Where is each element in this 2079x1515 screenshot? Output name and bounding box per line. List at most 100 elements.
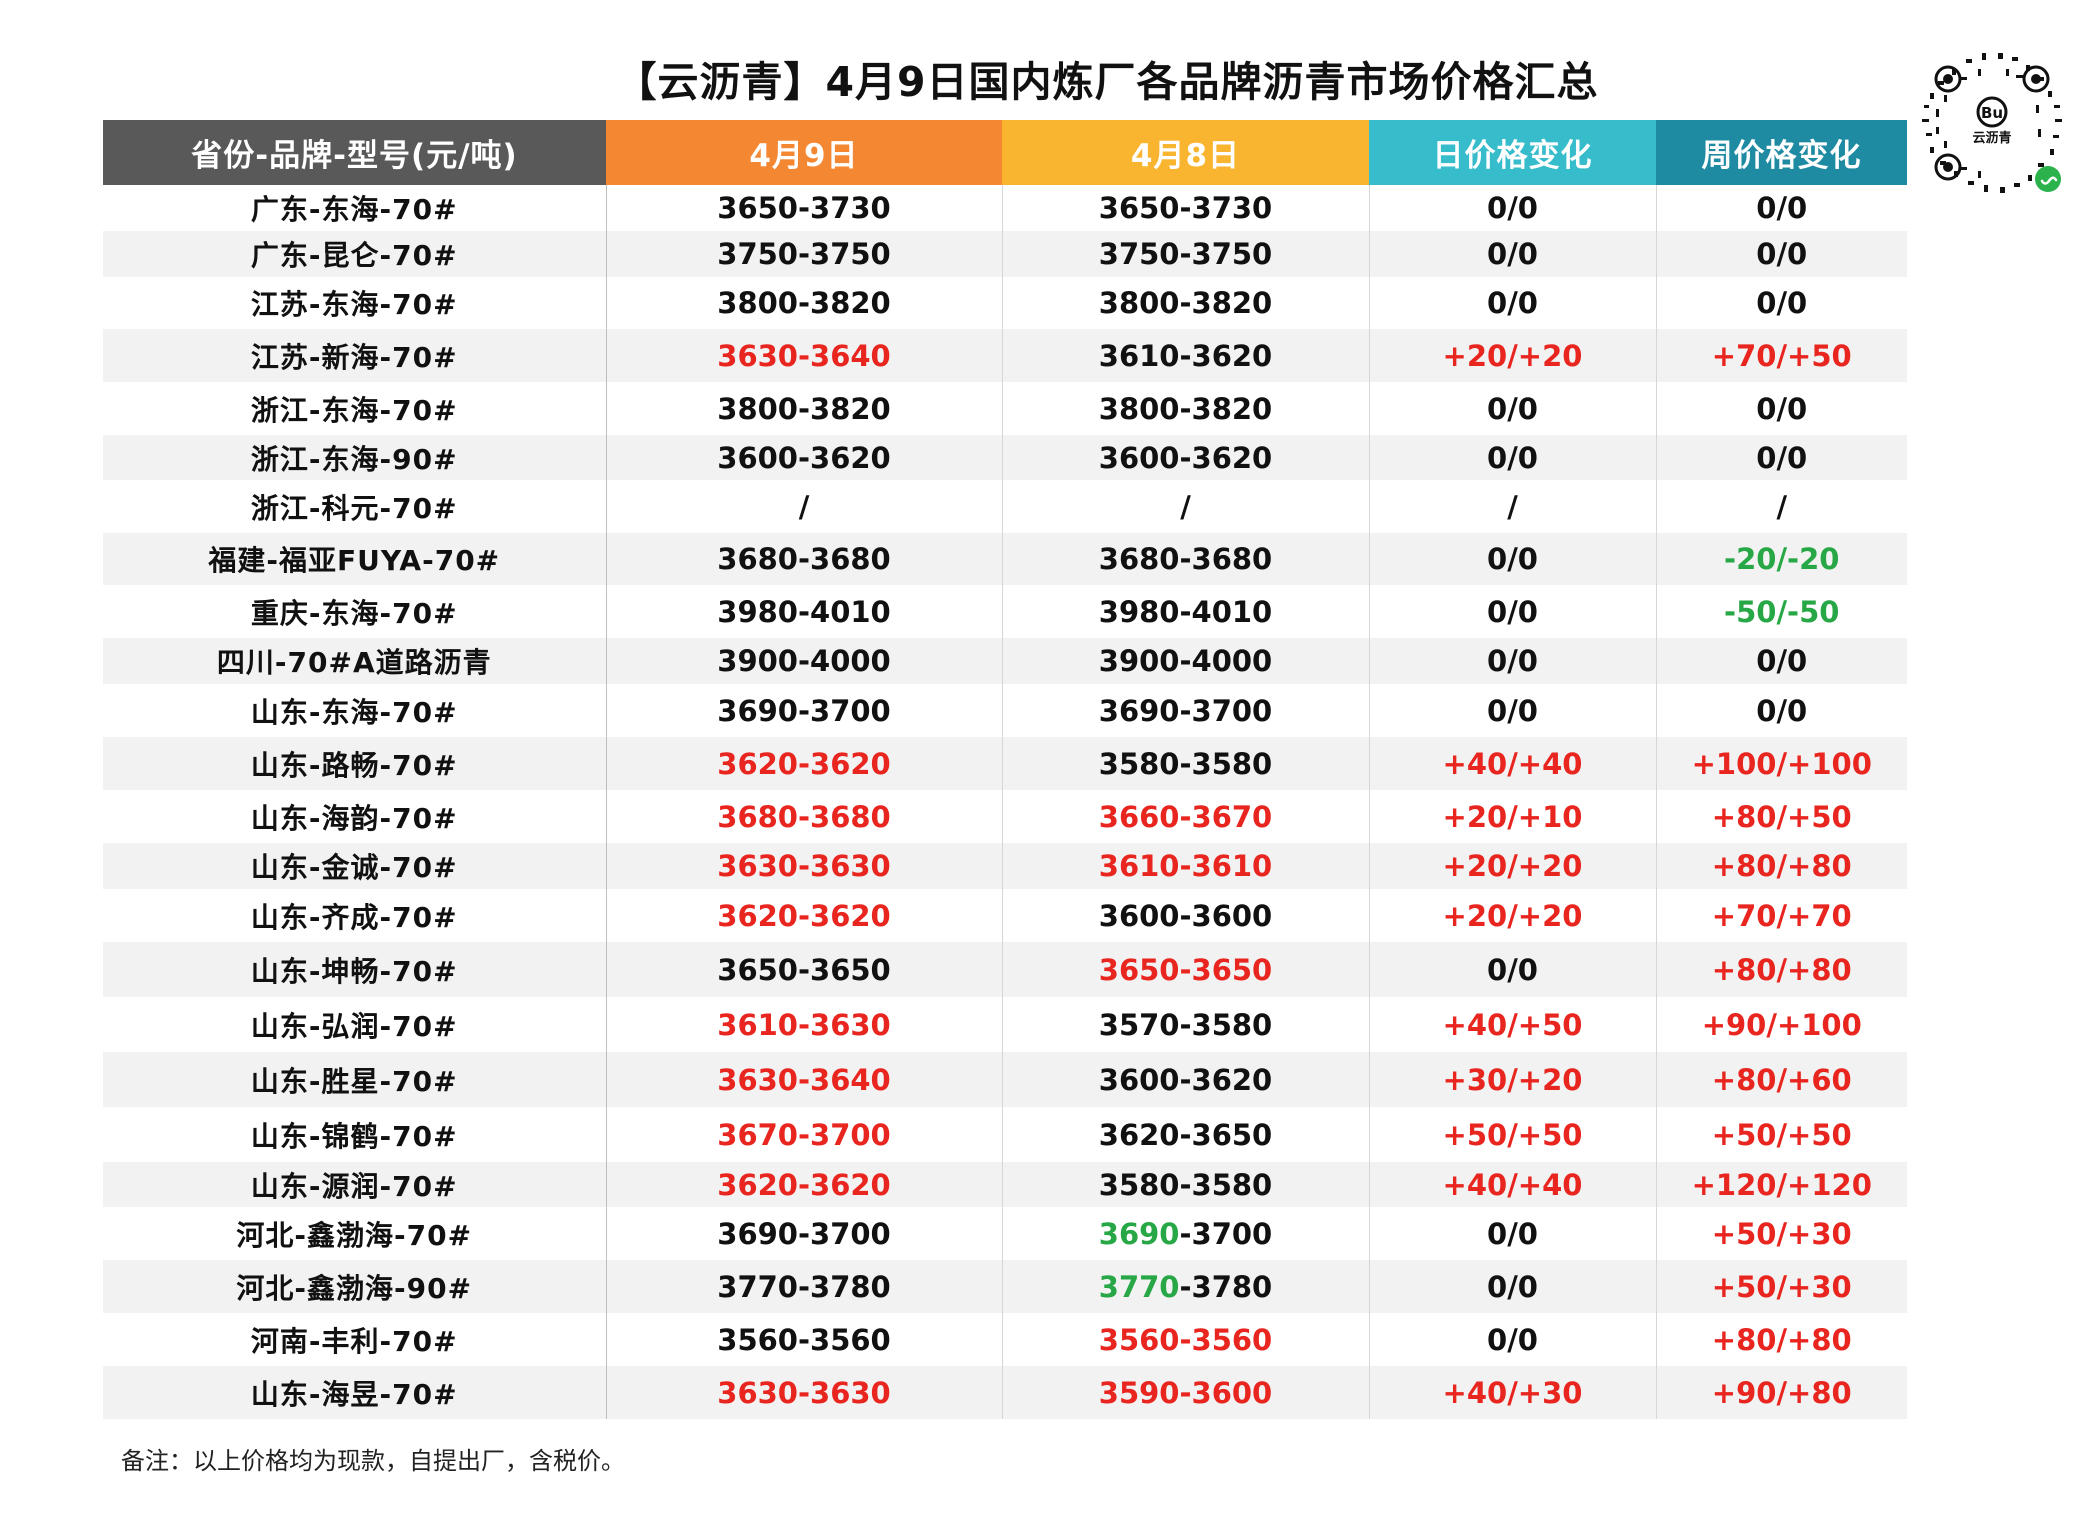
row-label: 山东-东海-70# [103,684,607,737]
table-row: 广东-昆仑-70# 3750-3750 3750-3750 0/0 0/0 [103,231,1907,277]
price-apr-8: 3560-3560 [1002,1313,1370,1366]
price-apr-9: 3980-4010 [606,585,1003,638]
price-apr-9: 3630-3640 [606,329,1003,382]
table-row: 山东-源润-70# 3620-3620 3580-3580 +40/+40 +120/+… [103,1162,1907,1207]
price-apr-9: 3610-3630 [606,997,1003,1052]
daily-change: / [1369,480,1657,533]
table-row: 山东-路畅-70# 3620-3620 3580-3580 +40/+40 +100/+… [103,737,1907,790]
price-apr-8: 3650-3650 [1002,942,1370,997]
svg-text:Bu: Bu [1981,104,2003,122]
weekly-change: 0/0 [1656,185,1907,231]
table-row: 重庆-东海-70# 3980-4010 3980-4010 0/0 -50/-50 [103,585,1907,638]
price-apr-8-low: 3770 [1098,1269,1180,1304]
row-label: 江苏-东海-70# [103,277,607,329]
row-label: 广东-昆仑-70# [103,231,607,277]
row-label: 广东-东海-70# [103,185,607,231]
weekly-change: +80/+50 [1656,790,1907,843]
qr-finder-top-left [1934,65,1962,93]
daily-change: 0/0 [1369,684,1657,737]
weekly-change: +70/+50 [1656,329,1907,382]
table-row: 江苏-东海-70# 3800-3820 3800-3820 0/0 0/0 [103,277,1907,329]
price-apr-9: 3650-3650 [606,942,1003,997]
price-apr-9: 3630-3640 [606,1052,1003,1107]
qr-pattern [1922,53,2062,193]
price-apr-9: 3600-3620 [606,435,1003,480]
price-apr-8-low: 3690 [1098,1216,1180,1251]
table-row: 河南-丰利-70# 3560-3560 3560-3560 0/0 +80/+80 [103,1313,1907,1366]
price-apr-8: 3800-3820 [1002,277,1370,329]
daily-change: 0/0 [1369,382,1657,435]
weekly-change: +100/+100 [1656,737,1907,790]
row-label: 山东-坤畅-70# [103,942,607,997]
mini-program-qr-code[interactable]: Bu 云沥青 [1914,45,2070,201]
weekly-change: -20/-20 [1656,533,1907,585]
row-label: 浙江-东海-70# [103,382,607,435]
price-apr-8: 3750-3750 [1002,231,1370,277]
weekly-change: 0/0 [1656,277,1907,329]
daily-change: +20/+20 [1369,889,1657,942]
price-apr-8: 3770-3780 [1002,1260,1370,1313]
table-row: 山东-海韵-70# 3680-3680 3660-3670 +20/+10 +80/+5… [103,790,1907,843]
price-apr-8: 3800-3820 [1002,382,1370,435]
daily-change: 0/0 [1369,1207,1657,1260]
table-row: 广东-东海-70# 3650-3730 3650-3730 0/0 0/0 [103,185,1907,231]
row-label: 山东-弘润-70# [103,997,607,1052]
price-apr-8: 3980-4010 [1002,585,1370,638]
price-apr-8: 3690-3700 [1002,684,1370,737]
row-label: 山东-齐成-70# [103,889,607,942]
price-apr-8: 3580-3580 [1002,737,1370,790]
price-apr-8: 3600-3620 [1002,1052,1370,1107]
price-apr-9: / [606,480,1003,533]
price-apr-9: 3770-3780 [606,1260,1003,1313]
weekly-change: +90/+100 [1656,997,1907,1052]
weekly-change: 0/0 [1656,231,1907,277]
row-label: 江苏-新海-70# [103,329,607,382]
footnote: 备注：以上价格均为现款，自提出厂，含税价。 [121,1447,625,1475]
weekly-change: +50/+30 [1656,1207,1907,1260]
price-apr-9: 3650-3730 [606,185,1003,231]
table-row: 四川-70#A道路沥青 3900-4000 3900-4000 0/0 0/0 [103,638,1907,684]
price-apr-8: 3690-3700 [1002,1207,1370,1260]
table-row: 山东-锦鹤-70# 3670-3700 3620-3650 +50/+50 +50/+5… [103,1107,1907,1162]
daily-change: +30/+20 [1369,1052,1657,1107]
row-label: 四川-70#A道路沥青 [103,638,607,684]
price-apr-8: 3650-3730 [1002,185,1370,231]
price-apr-9: 3630-3630 [606,843,1003,889]
table-row: 山东-胜星-70# 3630-3640 3600-3620 +30/+20 +80/+6… [103,1052,1907,1107]
price-apr-8: / [1002,480,1370,533]
row-label: 山东-海韵-70# [103,790,607,843]
weekly-change: / [1656,480,1907,533]
price-apr-9: 3620-3620 [606,889,1003,942]
price-apr-8: 3620-3650 [1002,1107,1370,1162]
daily-change: +40/+50 [1369,997,1657,1052]
price-apr-8: 3600-3620 [1002,435,1370,480]
price-apr-9: 3680-3680 [606,533,1003,585]
table-row: 江苏-新海-70# 3630-3640 3610-3620 +20/+20 +70/+5… [103,329,1907,382]
price-apr-8: 3610-3610 [1002,843,1370,889]
price-apr-8: 3900-4000 [1002,638,1370,684]
price-apr-9: 3690-3700 [606,1207,1003,1260]
daily-change: +50/+50 [1369,1107,1657,1162]
price-apr-9: 3630-3630 [606,1366,1003,1419]
row-label: 山东-源润-70# [103,1162,607,1207]
price-apr-8: 3600-3600 [1002,889,1370,942]
price-apr-9: 3620-3620 [606,737,1003,790]
daily-change: +20/+10 [1369,790,1657,843]
price-apr-8-high: -3700 [1179,1216,1273,1251]
price-apr-9: 3690-3700 [606,684,1003,737]
weekly-change: 0/0 [1656,684,1907,737]
row-label: 河南-丰利-70# [103,1313,607,1366]
row-label: 河北-鑫渤海-90# [103,1260,607,1313]
price-apr-9: 3800-3820 [606,277,1003,329]
weekly-change: 0/0 [1656,382,1907,435]
price-apr-9: 3680-3680 [606,790,1003,843]
row-label: 浙江-东海-90# [103,435,607,480]
qr-label: 云沥青 [1972,130,2011,146]
header-apr-9: 4月9日 [606,120,1002,185]
header-apr-8: 4月8日 [1002,120,1369,185]
daily-change: +40/+40 [1369,737,1657,790]
daily-change: 0/0 [1369,942,1657,997]
table-row: 福建-福亚FUYA-70# 3680-3680 3680-3680 0/0 -20/-2… [103,533,1907,585]
row-label: 重庆-东海-70# [103,585,607,638]
price-table: 省份-品牌-型号(元/吨) 4月9日 4月8日 日价格变化 周价格变化 广东-东… [103,120,1907,1419]
